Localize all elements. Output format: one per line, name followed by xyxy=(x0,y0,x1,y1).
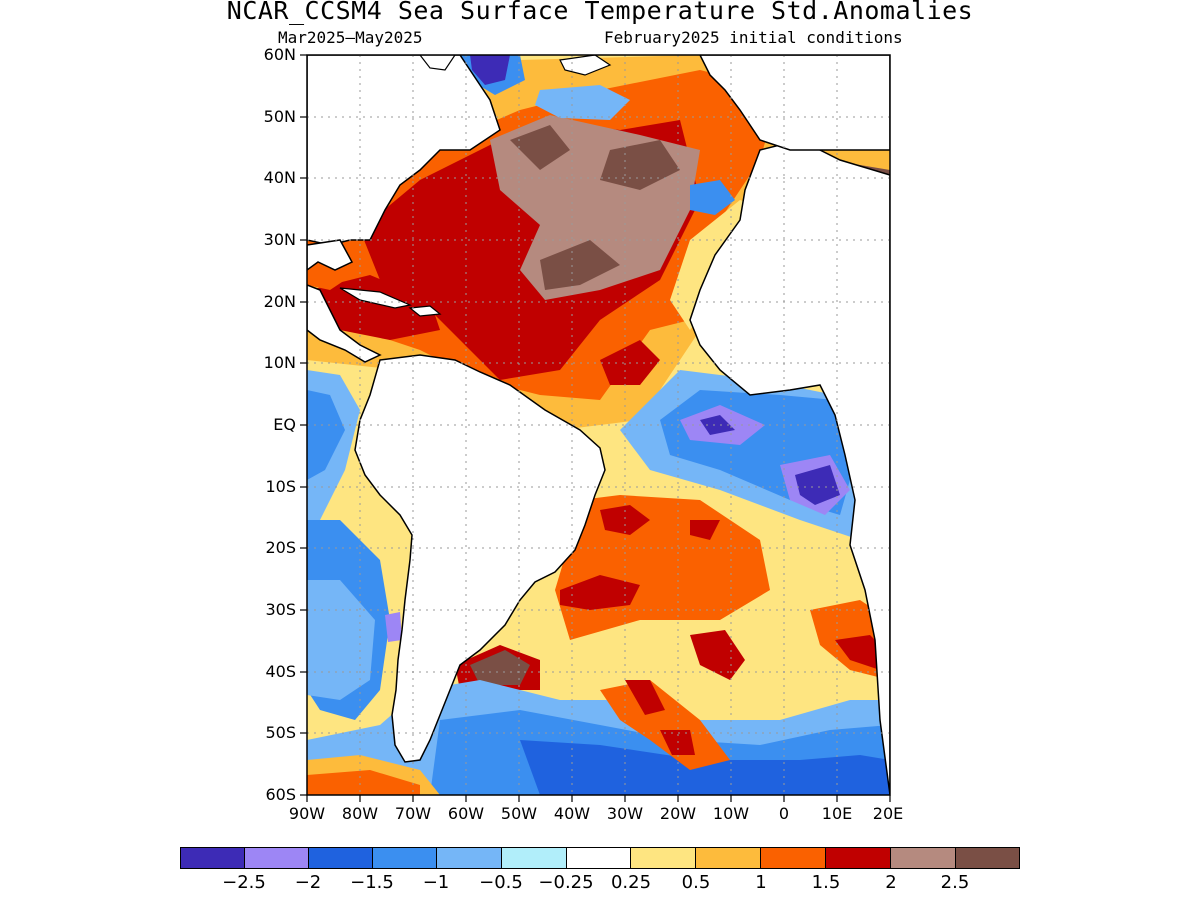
axis-ticks xyxy=(300,54,891,802)
colorbar-label: −1.5 xyxy=(350,872,394,893)
colorbar-label: −0.25 xyxy=(538,872,594,893)
land-cuba xyxy=(339,287,412,309)
colorbar-swatch-10 xyxy=(760,847,827,869)
anomaly-west-pacific-mid xyxy=(307,390,345,480)
land-south-america xyxy=(354,354,606,763)
colorbar-swatch-6 xyxy=(501,847,568,869)
lon-label-10w: 10W xyxy=(712,804,750,823)
colorbar-label: −2.5 xyxy=(222,872,266,893)
anomaly-south-deepblue xyxy=(520,740,890,795)
colorbar-label: 2 xyxy=(885,872,897,893)
land-greenland xyxy=(419,55,456,71)
lat-label-eq: EQ xyxy=(273,415,296,434)
colorbar-swatch-12 xyxy=(890,847,957,869)
colorbar-label: −0.5 xyxy=(479,872,523,893)
anomaly-azores-cool xyxy=(690,180,735,215)
anomaly-south-orange-band xyxy=(600,680,730,770)
anomaly-sa-red xyxy=(560,505,720,610)
lon-label-70w: 70W xyxy=(394,804,432,823)
lat-label-50n: 50N xyxy=(263,107,296,126)
land-europe xyxy=(699,55,890,151)
lon-label-90w: 90W xyxy=(288,804,326,823)
lon-label-0: 0 xyxy=(778,804,790,823)
colorbar-label: 1 xyxy=(755,872,767,893)
land-north-america-gulf xyxy=(307,239,354,271)
initial-conditions: February2025 initial conditions xyxy=(604,28,903,47)
anomaly-cape-horn-red xyxy=(307,770,420,795)
anomaly-south-red-band xyxy=(625,680,695,755)
lat-label-10s: 10S xyxy=(265,477,296,496)
anomaly-west-sa-coast-purple xyxy=(385,612,402,642)
lat-label-40n: 40N xyxy=(263,168,296,187)
lon-label-40w: 40W xyxy=(553,804,591,823)
colorbar-label: −1 xyxy=(422,872,450,893)
forecast-period: Mar2025—May2025 xyxy=(278,28,423,47)
lon-label-20w: 20W xyxy=(659,804,697,823)
lat-label-50s: 50S xyxy=(265,723,296,742)
colorbar-label: 0.25 xyxy=(610,872,652,893)
lon-label-80w: 80W xyxy=(341,804,379,823)
anomaly-brazil-malvinas-core xyxy=(470,650,530,685)
colorbar-swatch-5 xyxy=(436,847,503,869)
anomaly-labrador-deep xyxy=(470,55,510,85)
lat-label-30n: 30N xyxy=(263,230,296,249)
lon-label-20e: 20E xyxy=(872,804,904,823)
colorbar-swatch-1 xyxy=(180,847,246,869)
colorbar-label: 1.5 xyxy=(811,872,841,893)
lat-label-60s: 60S xyxy=(265,785,296,804)
colorbar-swatch-7 xyxy=(566,847,632,869)
colorbar-swatch-4 xyxy=(372,847,438,869)
colorbar-swatch-2 xyxy=(244,847,310,869)
lat-label-20s: 20S xyxy=(265,538,296,557)
lon-label-30w: 30W xyxy=(606,804,644,823)
anomaly-gog-indigo xyxy=(700,415,840,505)
lon-label-60w: 60W xyxy=(447,804,485,823)
land-central-america xyxy=(307,284,382,363)
anomaly-se-coast-red xyxy=(690,630,890,680)
gridlines xyxy=(307,55,890,795)
lat-label-10n: 10N xyxy=(263,353,296,372)
lat-label-20n: 20N xyxy=(263,292,296,311)
map-title: NCAR_CCSM4 Sea Surface Temperature Std.A… xyxy=(226,0,974,25)
lon-label-10e: 10E xyxy=(821,804,853,823)
colorbar-label: −2 xyxy=(294,872,322,893)
lat-label-30s: 30S xyxy=(265,600,296,619)
colorbar-swatch-3 xyxy=(308,847,374,869)
land-hispaniola xyxy=(408,305,442,317)
lon-label-50w: 50W xyxy=(500,804,538,823)
lat-label-40s: 40S xyxy=(265,662,296,681)
land-africa xyxy=(689,139,890,795)
colorbar-swatch-8 xyxy=(630,847,697,869)
anomaly-north-cool xyxy=(535,85,630,120)
anomaly-na-brown xyxy=(510,125,680,290)
anomaly-caribbean xyxy=(310,275,440,340)
colorbar-label: 2.5 xyxy=(940,872,970,893)
colorbar-swatch-13 xyxy=(955,847,1020,869)
lat-label-60n: 60N xyxy=(263,45,296,64)
colorbar-swatch-9 xyxy=(695,847,762,869)
colorbar-swatch-11 xyxy=(825,847,892,869)
colorbar-label: 0.5 xyxy=(681,872,711,893)
